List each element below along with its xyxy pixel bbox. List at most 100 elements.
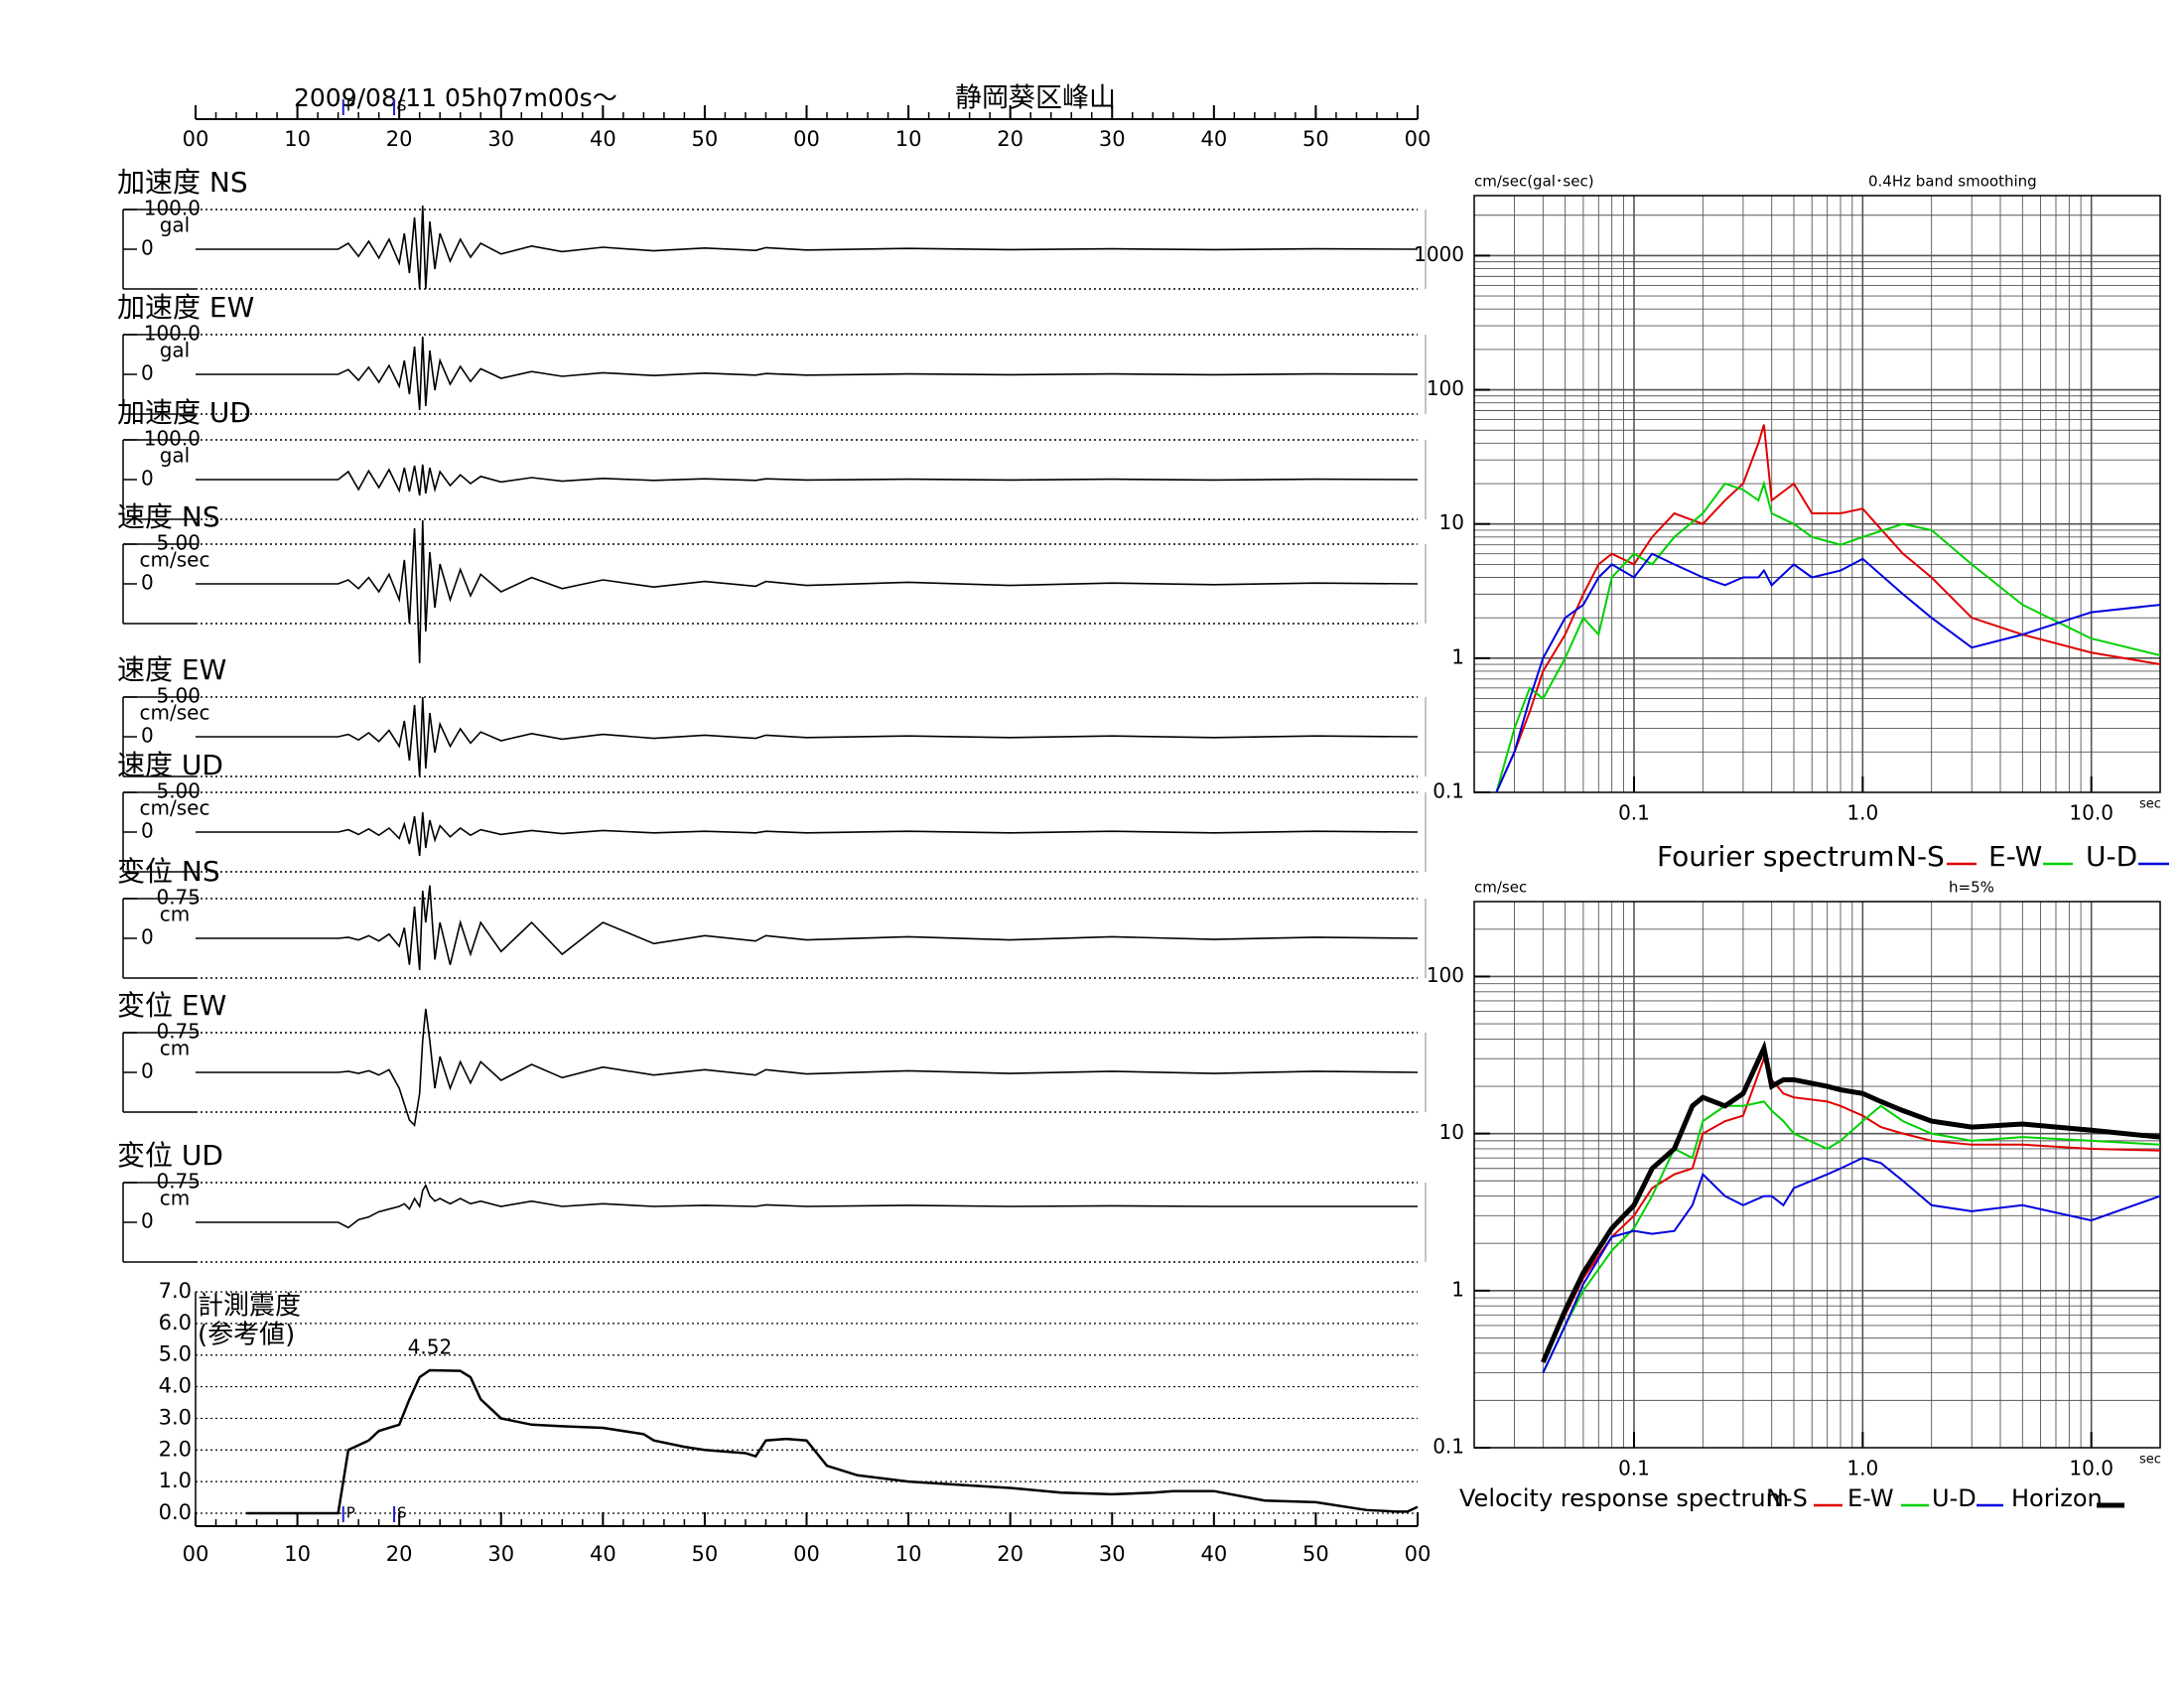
x-tick-label: 00 xyxy=(1405,1542,1432,1566)
unit-label: gal xyxy=(160,213,191,237)
phase-label: P xyxy=(346,97,355,115)
y-tick-label: 6.0 xyxy=(159,1311,192,1335)
spectrum-line xyxy=(1495,424,2161,793)
waveform xyxy=(196,464,1419,496)
x-tick-label: 0.1 xyxy=(1618,1457,1650,1480)
y-tick-label: 4.0 xyxy=(159,1374,192,1398)
x-tick-label: 40 xyxy=(590,127,616,151)
legend-label: E-W xyxy=(1847,1484,1894,1512)
y-tick-label: 5.00 xyxy=(156,779,201,803)
y-tick-label: 3.0 xyxy=(159,1405,192,1429)
x-tick-label: 50 xyxy=(1302,127,1329,151)
station-name: 静岡葵区峰山 xyxy=(955,83,1116,114)
x-tick-label: 30 xyxy=(1099,127,1126,151)
unit-label: cm/sec xyxy=(140,701,210,725)
y-tick-label: 100 xyxy=(1427,376,1464,400)
waveform xyxy=(196,205,1419,290)
x-tick-label: 00 xyxy=(183,127,209,151)
y-tick-label: 10 xyxy=(1439,1120,1464,1144)
x-unit: sec xyxy=(2139,1453,2161,1468)
y-tick-label: 0 xyxy=(141,724,154,748)
waveform xyxy=(196,811,1419,857)
y-tick-label: 0 xyxy=(141,819,154,843)
y-tick-label: 2.0 xyxy=(159,1437,192,1461)
legend-label: U-D xyxy=(1932,1484,1977,1512)
x-tick-label: 10 xyxy=(895,127,922,151)
legend-label: U-D xyxy=(2086,840,2137,873)
y-tick-label: 100.0 xyxy=(144,322,201,346)
panel-label: 変位 EW xyxy=(117,989,226,1022)
y-tick-label: 5.0 xyxy=(159,1342,192,1366)
spectrum-line xyxy=(1541,1040,2161,1363)
x-tick-label: 00 xyxy=(1405,127,1432,151)
y-tick-label: 0 xyxy=(141,467,154,491)
y-tick-label: 0.75 xyxy=(156,1020,201,1044)
legend-title: Velocity response spectrum xyxy=(1459,1484,1789,1512)
waveform xyxy=(196,519,1419,664)
spectrum-line xyxy=(1495,552,2161,793)
y-tick-label: 0 xyxy=(141,361,154,385)
x-tick-label: 40 xyxy=(590,1542,616,1566)
plot-frame xyxy=(1473,195,2161,793)
x-tick-label: 1.0 xyxy=(1846,801,1878,825)
legend-label: Horizon xyxy=(2011,1484,2103,1512)
y-tick-label: 0.75 xyxy=(156,886,201,910)
x-tick-label: 10.0 xyxy=(2069,1457,2114,1480)
x-tick-label: 40 xyxy=(1200,1542,1227,1566)
x-tick-label: 20 xyxy=(386,127,413,151)
unit-label: gal xyxy=(160,444,191,468)
x-tick-label: 50 xyxy=(1302,1542,1329,1566)
x-unit: sec xyxy=(2139,797,2161,812)
intensity-line xyxy=(246,1368,1419,1515)
intensity-subtitle: (参考値) xyxy=(198,1321,295,1350)
y-tick-label: 1.0 xyxy=(159,1469,192,1492)
x-tick-label: 20 xyxy=(997,127,1024,151)
x-tick-label: 30 xyxy=(487,1542,514,1566)
plot-frame xyxy=(1473,901,2161,1449)
spectrum-line xyxy=(1495,480,2161,793)
y-tick-label: 10 xyxy=(1439,510,1464,534)
waveform xyxy=(196,336,1419,411)
y-tick-label: 0 xyxy=(141,236,154,260)
x-tick-label: 30 xyxy=(487,127,514,151)
x-tick-label: 00 xyxy=(183,1542,209,1566)
y-tick-label: 0.1 xyxy=(1433,779,1464,803)
chart-title: 2009/08/11 05h07m00s〜 xyxy=(294,83,617,112)
panel-label: 速度 NS xyxy=(117,500,220,533)
y-tick-label: 0.1 xyxy=(1433,1435,1464,1459)
y-tick-label: 100.0 xyxy=(144,197,201,220)
y-tick-label: 5.00 xyxy=(156,684,201,708)
x-tick-label: 50 xyxy=(692,127,719,151)
waveform xyxy=(196,696,1419,777)
intensity-title: 計測震度 xyxy=(198,1292,301,1322)
unit-label: cm xyxy=(160,903,190,926)
x-tick-label: 30 xyxy=(1099,1542,1126,1566)
waveform xyxy=(196,885,1419,971)
legend-title: Fourier spectrum xyxy=(1657,840,1894,873)
phase-label: S xyxy=(397,97,407,115)
unit-label: cm xyxy=(160,1037,190,1060)
x-tick-label: 00 xyxy=(793,1542,820,1566)
waveform xyxy=(196,1008,1419,1128)
legend-label: N-S xyxy=(1896,840,1945,873)
panel-label: 速度 EW xyxy=(117,653,226,686)
panel-label: 加速度 NS xyxy=(117,166,248,199)
x-tick-label: 10 xyxy=(895,1542,922,1566)
unit-label: cm xyxy=(160,1187,190,1210)
y-tick-label: 0.0 xyxy=(159,1500,192,1524)
x-tick-label: 20 xyxy=(997,1542,1024,1566)
x-tick-label: 10 xyxy=(284,1542,311,1566)
peak-label: 4.52 xyxy=(408,1336,453,1359)
spectrum-line xyxy=(1542,1157,2161,1373)
y-tick-label: 0 xyxy=(141,925,154,949)
x-tick-label: 10.0 xyxy=(2069,801,2114,825)
legend-label: E-W xyxy=(1988,840,2042,873)
legend-label: N-S xyxy=(1766,1484,1808,1512)
y-tick-label: 5.00 xyxy=(156,531,201,555)
y-tick-label: 1 xyxy=(1451,644,1464,668)
phase-label: P xyxy=(346,1504,355,1522)
x-tick-label: 50 xyxy=(692,1542,719,1566)
